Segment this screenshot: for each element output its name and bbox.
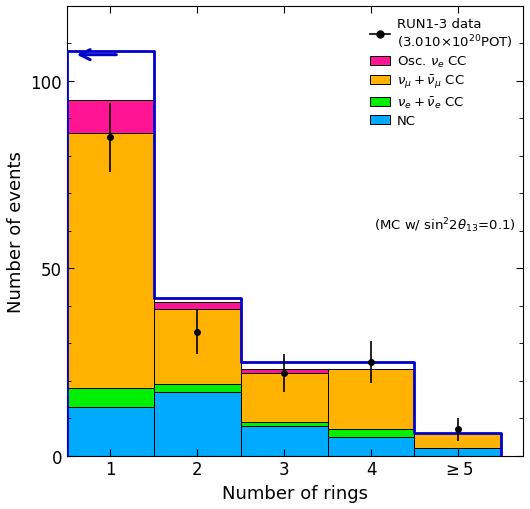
Bar bbox=[67, 134, 154, 388]
Bar bbox=[67, 100, 154, 134]
Y-axis label: Number of events: Number of events bbox=[7, 151, 25, 312]
Bar bbox=[328, 370, 414, 430]
Bar bbox=[328, 430, 414, 437]
Bar bbox=[241, 422, 328, 426]
X-axis label: Number of rings: Number of rings bbox=[222, 484, 368, 502]
Bar bbox=[328, 437, 414, 456]
Text: (MC w/ sin$^2$2$\theta_{13}$=0.1): (MC w/ sin$^2$2$\theta_{13}$=0.1) bbox=[374, 216, 516, 234]
Bar bbox=[241, 370, 328, 374]
Bar bbox=[67, 388, 154, 407]
Bar bbox=[67, 407, 154, 456]
Bar bbox=[154, 310, 241, 385]
Bar bbox=[154, 302, 241, 310]
Bar bbox=[414, 448, 501, 456]
Bar bbox=[154, 392, 241, 456]
Bar bbox=[241, 426, 328, 456]
Bar bbox=[414, 433, 501, 448]
Bar bbox=[241, 374, 328, 422]
Bar bbox=[154, 385, 241, 392]
Legend: RUN1-3 data
(3.010×10$^{20}$POT), Osc. $\nu_e$ CC, $\nu_{\mu}+\bar{\nu}_{\mu}$ C: RUN1-3 data (3.010×10$^{20}$POT), Osc. $… bbox=[366, 14, 516, 132]
